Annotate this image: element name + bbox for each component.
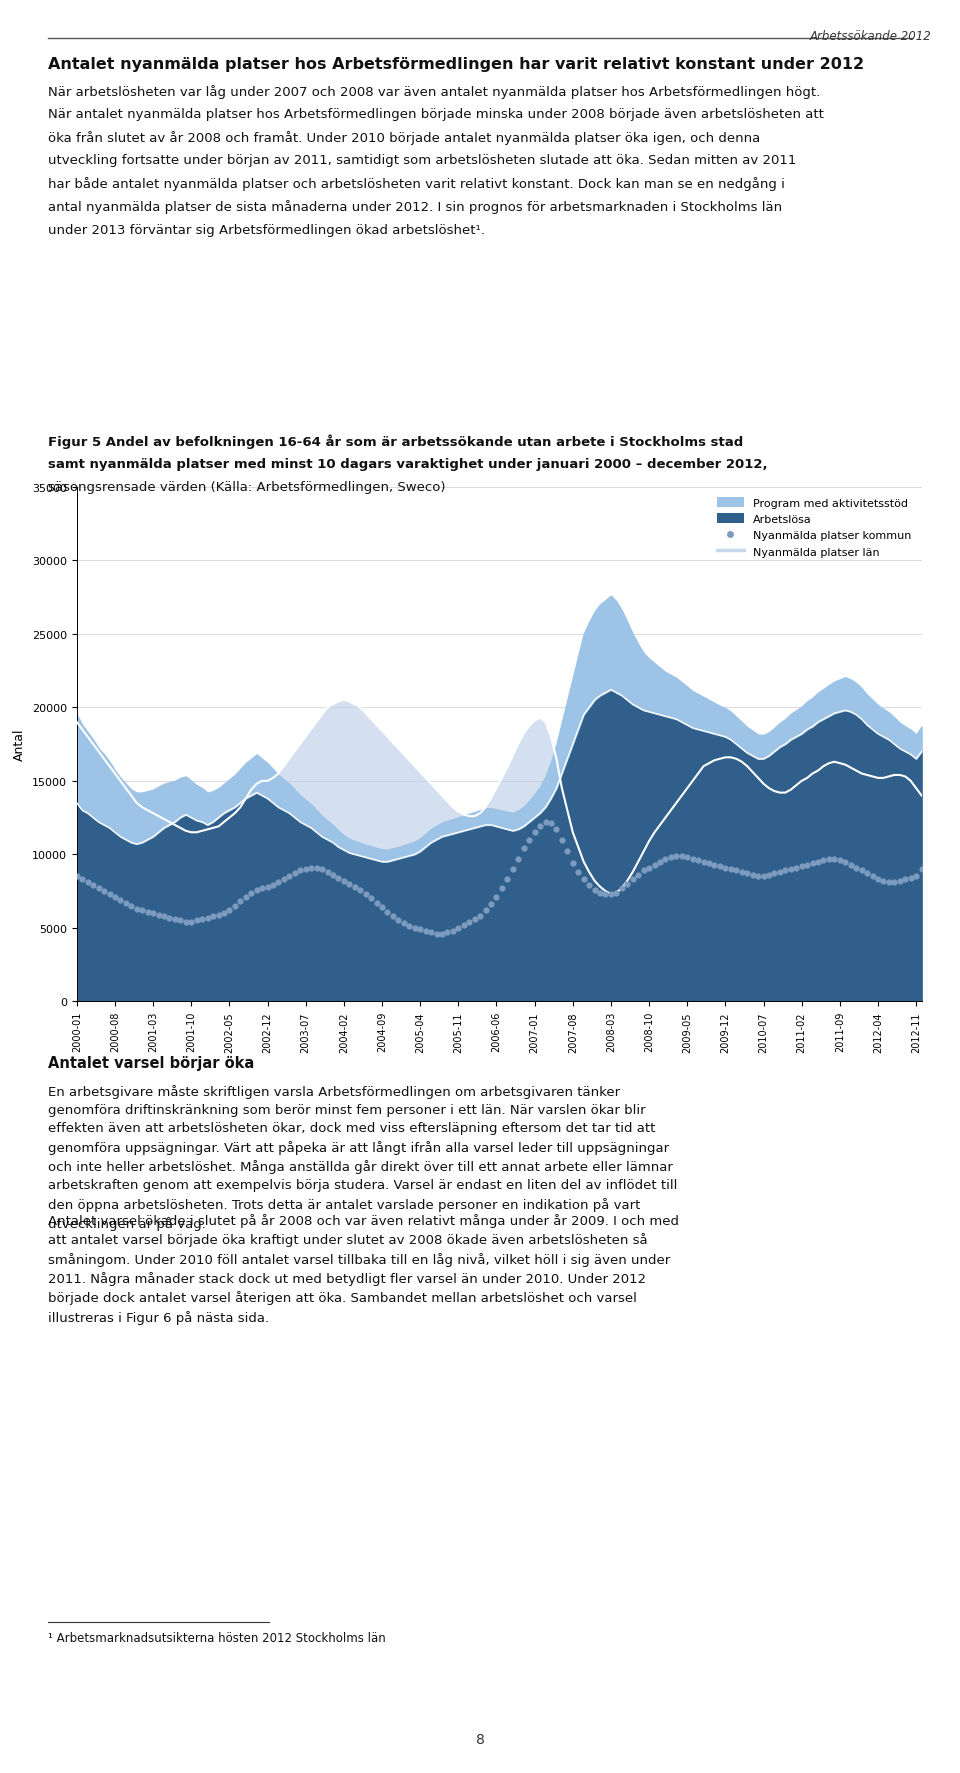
Text: Antalet varsel ökade i slutet på år 2008 och var även relativt många under år 20: Antalet varsel ökade i slutet på år 2008… (48, 1213, 679, 1324)
Text: 8: 8 (475, 1732, 485, 1746)
Text: säsongsrensade värden (Källa: Arbetsförmedlingen, Sweco): säsongsrensade värden (Källa: Arbetsförm… (48, 480, 445, 493)
Text: öka från slutet av år 2008 och framåt. Under 2010 började antalet nyanmälda plat: öka från slutet av år 2008 och framåt. U… (48, 131, 760, 145)
Text: ¹ Arbetsmarknadsutsikterna hösten 2012 Stockholms län: ¹ Arbetsmarknadsutsikterna hösten 2012 S… (48, 1631, 386, 1644)
Text: En arbetsgivare måste skriftligen varsla Arbetsförmedlingen om arbetsgivaren tän: En arbetsgivare måste skriftligen varsla… (48, 1085, 678, 1230)
Text: under 2013 förväntar sig Arbetsförmedlingen ökad arbetslöshet¹.: under 2013 förväntar sig Arbetsförmedlin… (48, 223, 485, 236)
Text: antal nyanmälda platser de sista månaderna under 2012. I sin prognos för arbetsm: antal nyanmälda platser de sista månader… (48, 200, 782, 215)
Text: samt nyanmälda platser med minst 10 dagars varaktighet under januari 2000 – dece: samt nyanmälda platser med minst 10 daga… (48, 457, 768, 470)
Legend: Program med aktivitetsstöd, Arbetslösa, Nyanmälda platser kommun, Nyanmälda plat: Program med aktivitetsstöd, Arbetslösa, … (712, 493, 916, 562)
Y-axis label: Antal: Antal (13, 729, 26, 761)
Text: När arbetslösheten var låg under 2007 och 2008 var även antalet nyanmälda platse: När arbetslösheten var låg under 2007 oc… (48, 85, 820, 99)
Text: utveckling fortsatte under början av 2011, samtidigt som arbetslösheten slutade : utveckling fortsatte under början av 201… (48, 154, 797, 167)
Text: Arbetssökande 2012: Arbetssökande 2012 (809, 30, 931, 43)
Text: Figur 5 Andel av befolkningen 16-64 år som är arbetssökande utan arbete i Stockh: Figur 5 Andel av befolkningen 16-64 år s… (48, 434, 743, 449)
Text: Antalet varsel börjar öka: Antalet varsel börjar öka (48, 1055, 254, 1069)
Text: har både antalet nyanmälda platser och arbetslösheten varit relativt konstant. D: har både antalet nyanmälda platser och a… (48, 177, 785, 191)
Text: Antalet nyanmälda platser hos Arbetsförmedlingen har varit relativt konstant und: Antalet nyanmälda platser hos Arbetsförm… (48, 57, 864, 71)
Text: När antalet nyanmälda platser hos Arbetsförmedlingen började minska under 2008 b: När antalet nyanmälda platser hos Arbets… (48, 108, 824, 121)
